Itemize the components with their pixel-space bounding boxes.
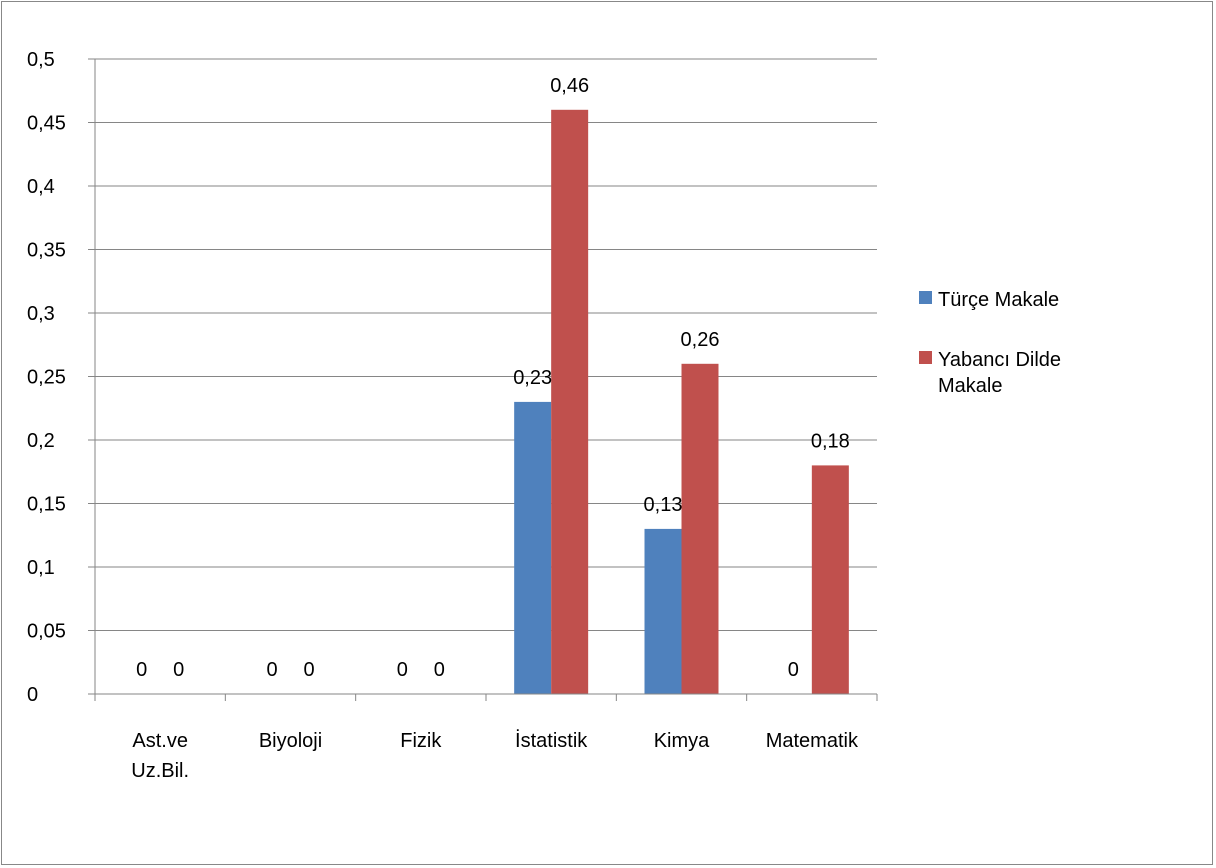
x-tick-label: Matematik (766, 730, 859, 752)
bar-yabanci (811, 465, 849, 694)
data-label: 0,13 (644, 494, 683, 516)
bar-turkce (644, 528, 682, 694)
x-tick-label: İstatistik (515, 729, 588, 752)
x-tick-label: Uz.Bil. (131, 760, 189, 782)
data-label: 0 (788, 659, 799, 681)
data-label: 0 (266, 659, 277, 681)
y-tick-label: 0,1 (27, 557, 55, 579)
y-tick-label: 0,3 (27, 303, 55, 325)
bar-yabanci (681, 363, 719, 694)
y-tick-label: 0,4 (27, 176, 55, 198)
x-tick-label: Fizik (400, 730, 442, 752)
x-tick-label: Kimya (654, 730, 710, 752)
y-tick-label: 0,5 (27, 49, 55, 71)
x-tick-label: Ast.ve (132, 730, 188, 752)
data-label: 0 (136, 659, 147, 681)
data-label: 0 (303, 659, 314, 681)
y-tick-label: 0,35 (27, 240, 66, 262)
legend-label: Yabancı Dilde (938, 349, 1061, 371)
data-label: 0,18 (811, 430, 850, 452)
gridlines (95, 58, 877, 631)
data-label: 0 (434, 659, 445, 681)
data-label: 0 (397, 659, 408, 681)
data-label: 0,26 (681, 329, 720, 351)
legend: Türçe Makale Yabancı Dilde Makale (919, 289, 1061, 397)
y-tick-label: 0,05 (27, 621, 66, 643)
y-tick-label: 0 (27, 684, 38, 706)
bar-turkce (514, 401, 552, 694)
y-tick-label: 0,15 (27, 494, 66, 516)
bars (514, 109, 849, 695)
legend-swatch (919, 351, 932, 364)
data-labels: 0 0 0 0,23 0,13 0 0 0 0 0,46 0,26 0,18 (136, 75, 850, 681)
legend-swatch (919, 291, 932, 304)
y-tick-label: 0,25 (27, 367, 66, 389)
y-tick-label: 0,45 (27, 113, 66, 135)
x-tick-label: Biyoloji (259, 730, 322, 752)
axes: 0 0,05 0,1 0,15 0,2 0,25 0,3 0,35 0,4 0,45 0,5 Ast.… (27, 49, 878, 782)
data-label: 0,23 (513, 367, 552, 389)
bar-yabanci (551, 109, 589, 695)
legend-label: Türçe Makale (938, 289, 1059, 311)
data-label: 0,46 (550, 75, 589, 97)
y-tick-label: 0,2 (27, 430, 55, 452)
legend-label: Makale (938, 375, 1002, 397)
data-label: 0 (173, 659, 184, 681)
